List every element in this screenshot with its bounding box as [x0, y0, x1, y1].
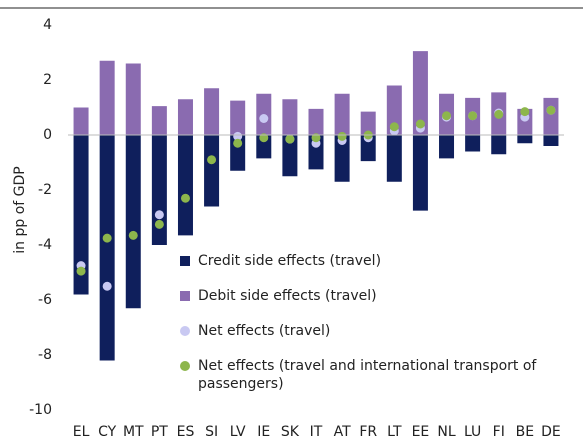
- legend-item: Net effects (travel and international tr…: [178, 357, 578, 393]
- x-tick-label: PT: [151, 424, 168, 440]
- dot: [102, 281, 112, 291]
- x-tick-label: FI: [493, 424, 505, 440]
- bar: [256, 135, 272, 159]
- bar: [491, 135, 507, 155]
- legend-label: Credit side effects (travel): [198, 253, 382, 269]
- dot: [102, 233, 112, 243]
- legend-swatch: [180, 291, 190, 301]
- bar: [334, 93, 350, 135]
- bar: [282, 135, 298, 177]
- legend-swatch: [180, 326, 190, 336]
- y-tick-label: -2: [38, 182, 52, 198]
- bar: [125, 135, 141, 309]
- x-tick-label: FR: [359, 424, 377, 440]
- dot: [285, 134, 295, 144]
- x-tick-label: IE: [257, 424, 270, 440]
- legend-item: Credit side effects (travel): [178, 252, 578, 270]
- bar: [465, 135, 481, 152]
- x-tick-label: EL: [73, 424, 90, 440]
- bar: [99, 135, 115, 361]
- x-tick-label: SI: [205, 424, 218, 440]
- bar: [204, 135, 220, 207]
- legend-swatch: [180, 256, 190, 266]
- y-tick-label: -6: [38, 292, 52, 308]
- legend-item: Net effects (travel): [178, 322, 578, 340]
- bar: [151, 106, 167, 135]
- bar: [386, 85, 402, 135]
- dot: [233, 131, 243, 141]
- bar: [543, 97, 559, 135]
- x-tick-label: AT: [334, 424, 351, 440]
- dot: [259, 114, 269, 123]
- y-tick-label: -8: [38, 347, 52, 363]
- dot: [442, 111, 452, 121]
- y-axis-label: in pp of GDP: [12, 166, 28, 253]
- bar: [543, 135, 559, 146]
- bar: [177, 99, 193, 135]
- bar: [439, 135, 455, 159]
- bar: [73, 107, 89, 135]
- y-tick-label: -4: [38, 237, 52, 253]
- bar: [334, 135, 350, 182]
- bar: [386, 135, 402, 182]
- legend-label: Net effects (travel and international tr…: [198, 358, 537, 392]
- dot: [546, 105, 556, 115]
- dot: [128, 230, 138, 240]
- dot: [494, 109, 504, 119]
- bar: [517, 135, 533, 144]
- x-tick-label: EE: [412, 424, 430, 440]
- bar: [308, 108, 324, 135]
- bar: [282, 99, 298, 135]
- x-tick-label: LV: [230, 424, 246, 440]
- bar: [412, 135, 428, 211]
- dot: [337, 131, 347, 141]
- y-tick-label: 2: [43, 72, 52, 88]
- bar: [177, 135, 193, 236]
- bar: [99, 60, 115, 135]
- y-tick-label: 0: [43, 127, 52, 143]
- dot: [76, 266, 86, 276]
- y-tick-label: 4: [43, 17, 52, 33]
- x-tick-label: DE: [541, 424, 561, 440]
- bar: [230, 100, 246, 135]
- x-tick-label: BE: [516, 424, 534, 440]
- x-tick-label: ES: [177, 424, 195, 440]
- dot: [233, 138, 243, 148]
- bar: [360, 111, 376, 135]
- legend-label: Net effects (travel): [198, 323, 331, 339]
- dot: [415, 119, 425, 129]
- bar: [360, 135, 376, 162]
- x-tick-label: NL: [437, 424, 455, 440]
- x-tick-label: SK: [281, 424, 300, 440]
- dot: [154, 210, 164, 220]
- legend: Credit side effects (travel) Debit side e…: [178, 252, 578, 410]
- dot: [468, 111, 478, 121]
- dot: [154, 219, 164, 229]
- dot: [520, 107, 530, 117]
- bar: [204, 88, 220, 135]
- bar: [151, 135, 167, 245]
- legend-label: Debit side effects (travel): [198, 288, 377, 304]
- bar: [73, 135, 89, 295]
- x-tick-label: MT: [123, 424, 144, 440]
- y-tick-label: -10: [29, 402, 52, 418]
- dot: [180, 193, 190, 203]
- bar: [412, 51, 428, 135]
- dot: [389, 122, 399, 132]
- dot: [207, 155, 217, 165]
- bar: [125, 63, 141, 135]
- x-tick-label: LT: [387, 424, 402, 440]
- x-tick-label: LU: [464, 424, 481, 440]
- legend-swatch: [180, 361, 190, 371]
- x-tick-label: CY: [98, 424, 117, 440]
- legend-item: Debit side effects (travel): [178, 287, 578, 305]
- x-tick-label: IT: [310, 424, 323, 440]
